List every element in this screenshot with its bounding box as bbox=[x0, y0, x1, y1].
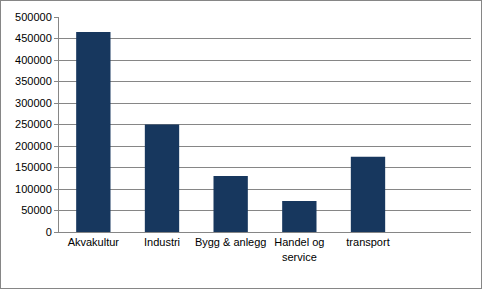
svg-text:200000: 200000 bbox=[15, 140, 52, 152]
svg-text:Handel ogservice: Handel ogservice bbox=[274, 236, 324, 262]
svg-text:400000: 400000 bbox=[15, 54, 52, 66]
svg-text:350000: 350000 bbox=[15, 75, 52, 87]
svg-text:50000: 50000 bbox=[21, 204, 52, 216]
svg-text:transport: transport bbox=[346, 236, 389, 248]
svg-text:500000: 500000 bbox=[15, 11, 52, 23]
svg-text:Industri: Industri bbox=[144, 236, 180, 248]
svg-text:150000: 150000 bbox=[15, 161, 52, 173]
svg-text:250000: 250000 bbox=[15, 118, 52, 130]
svg-text:100000: 100000 bbox=[15, 183, 52, 195]
svg-text:0: 0 bbox=[46, 226, 52, 238]
svg-text:300000: 300000 bbox=[15, 97, 52, 109]
svg-text:Akvakultur: Akvakultur bbox=[68, 236, 120, 248]
svg-text:450000: 450000 bbox=[15, 32, 52, 44]
svg-text:Bygg & anlegg: Bygg & anlegg bbox=[195, 236, 267, 248]
